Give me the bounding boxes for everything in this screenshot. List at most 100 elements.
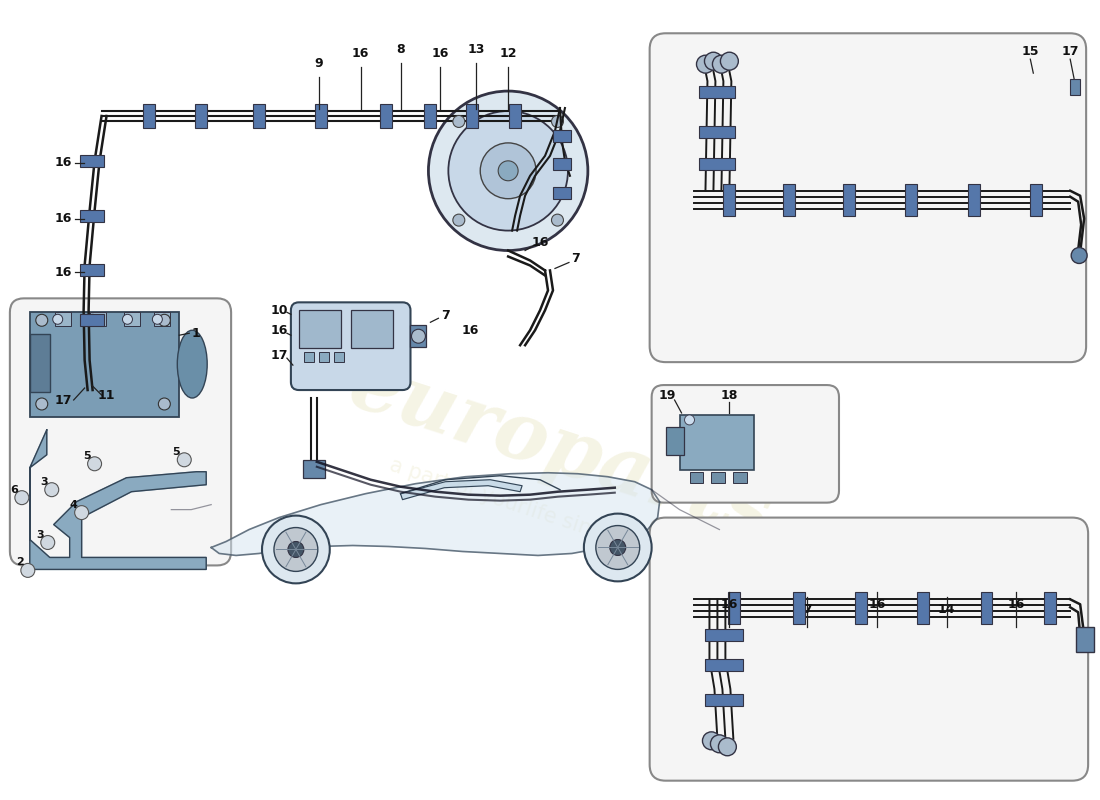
Bar (253, 104, 265, 128)
Text: 16: 16 (720, 598, 738, 610)
Circle shape (153, 314, 163, 324)
Bar (705, 694, 744, 706)
Bar (783, 184, 795, 216)
Polygon shape (30, 430, 206, 570)
Circle shape (36, 314, 47, 326)
Bar (980, 592, 992, 624)
Circle shape (21, 563, 35, 578)
Text: 17: 17 (1062, 45, 1079, 58)
Bar (705, 630, 744, 641)
Bar (315, 104, 327, 128)
Text: 10: 10 (271, 304, 288, 317)
Polygon shape (400, 480, 522, 500)
Text: europarts: europarts (339, 345, 781, 554)
Text: 16: 16 (462, 324, 478, 337)
Circle shape (713, 55, 730, 73)
Circle shape (609, 539, 626, 555)
Text: 16: 16 (55, 266, 73, 279)
Bar (700, 126, 736, 138)
Text: 11: 11 (98, 389, 116, 402)
Bar (425, 104, 437, 128)
Circle shape (53, 314, 63, 324)
Circle shape (88, 457, 101, 470)
Circle shape (551, 115, 563, 127)
Ellipse shape (177, 330, 207, 398)
Bar (1031, 184, 1043, 216)
Bar (124, 312, 141, 326)
Bar (916, 592, 928, 624)
Text: 16: 16 (55, 212, 73, 225)
Text: 7: 7 (572, 252, 581, 265)
Bar (905, 184, 916, 216)
Text: 7: 7 (803, 602, 812, 616)
Circle shape (88, 314, 98, 324)
Text: 18: 18 (720, 389, 738, 402)
Bar (553, 158, 571, 170)
Bar (1044, 592, 1056, 624)
Text: 16: 16 (868, 598, 886, 610)
Text: 5: 5 (173, 447, 180, 457)
Text: 15: 15 (1022, 45, 1040, 58)
Text: 14: 14 (938, 602, 956, 616)
Text: 1: 1 (191, 326, 200, 340)
Bar (553, 130, 571, 142)
Circle shape (158, 398, 170, 410)
Bar (712, 472, 725, 482)
Circle shape (158, 314, 170, 326)
Bar (304, 352, 313, 362)
Bar (302, 460, 324, 478)
Text: 2: 2 (16, 558, 24, 567)
Text: 17: 17 (271, 349, 288, 362)
Circle shape (481, 143, 536, 198)
Bar (855, 592, 867, 624)
Bar (666, 427, 683, 455)
Text: 8: 8 (396, 42, 405, 56)
FancyBboxPatch shape (651, 385, 839, 502)
Text: 3: 3 (36, 530, 44, 539)
FancyBboxPatch shape (650, 34, 1086, 362)
Bar (1070, 79, 1080, 95)
Circle shape (449, 111, 568, 230)
Bar (154, 312, 170, 326)
Circle shape (718, 738, 736, 756)
Circle shape (288, 542, 304, 558)
Text: a part of yourlife since 1985: a part of yourlife since 1985 (387, 454, 673, 565)
Bar (143, 104, 155, 128)
Bar (333, 352, 343, 362)
Circle shape (696, 55, 714, 73)
Circle shape (274, 527, 318, 571)
Text: 4: 4 (69, 500, 78, 510)
Circle shape (453, 214, 465, 226)
Bar (79, 155, 103, 167)
Bar (705, 659, 744, 671)
Circle shape (551, 214, 563, 226)
Text: 3: 3 (40, 477, 47, 486)
Bar (30, 334, 50, 392)
Bar (700, 158, 736, 170)
Circle shape (711, 735, 728, 753)
Circle shape (122, 314, 132, 324)
Circle shape (428, 91, 587, 250)
FancyBboxPatch shape (650, 518, 1088, 781)
Circle shape (1071, 247, 1087, 263)
Bar (379, 104, 392, 128)
Bar (553, 186, 571, 198)
Bar (734, 472, 747, 482)
Text: 5: 5 (82, 451, 90, 461)
Bar (195, 104, 207, 128)
Bar (724, 184, 736, 216)
Circle shape (36, 398, 47, 410)
Circle shape (704, 52, 723, 70)
Circle shape (453, 115, 465, 127)
Bar (690, 472, 704, 482)
Circle shape (584, 514, 651, 582)
Circle shape (498, 161, 518, 181)
Circle shape (720, 52, 738, 70)
Bar (79, 265, 103, 277)
Bar (680, 415, 755, 470)
Text: 6: 6 (10, 485, 18, 494)
Text: 9: 9 (315, 57, 323, 70)
Bar (30, 312, 179, 417)
Circle shape (75, 506, 89, 519)
Text: 16: 16 (431, 46, 449, 60)
